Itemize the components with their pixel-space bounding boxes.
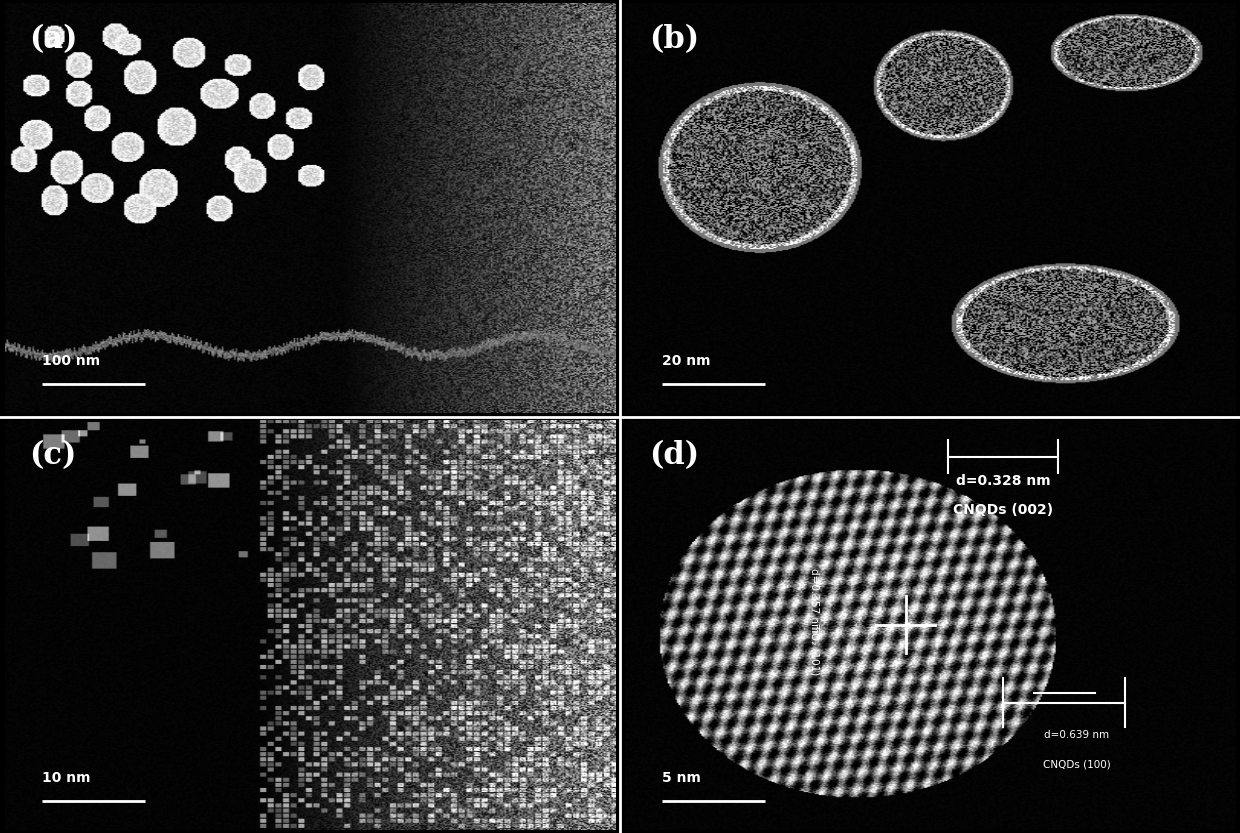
Text: (c): (c) <box>30 441 77 471</box>
Text: d=0.357 nm: d=0.357 nm <box>808 567 820 633</box>
Text: d=0.639 nm: d=0.639 nm <box>1044 731 1109 741</box>
Text: 20 nm: 20 nm <box>662 354 711 368</box>
Text: d=0.328 nm: d=0.328 nm <box>956 474 1050 488</box>
Text: CNQDs (100): CNQDs (100) <box>1043 759 1110 769</box>
Text: (d): (d) <box>650 441 699 471</box>
Text: TiO₂ (101): TiO₂ (101) <box>808 623 820 676</box>
Text: 100 nm: 100 nm <box>42 354 99 368</box>
Text: (b): (b) <box>650 24 699 55</box>
Text: CNQDs (002): CNQDs (002) <box>954 503 1053 517</box>
Text: 5 nm: 5 nm <box>662 771 701 785</box>
Text: 10 nm: 10 nm <box>42 771 91 785</box>
Text: (a): (a) <box>30 24 78 55</box>
